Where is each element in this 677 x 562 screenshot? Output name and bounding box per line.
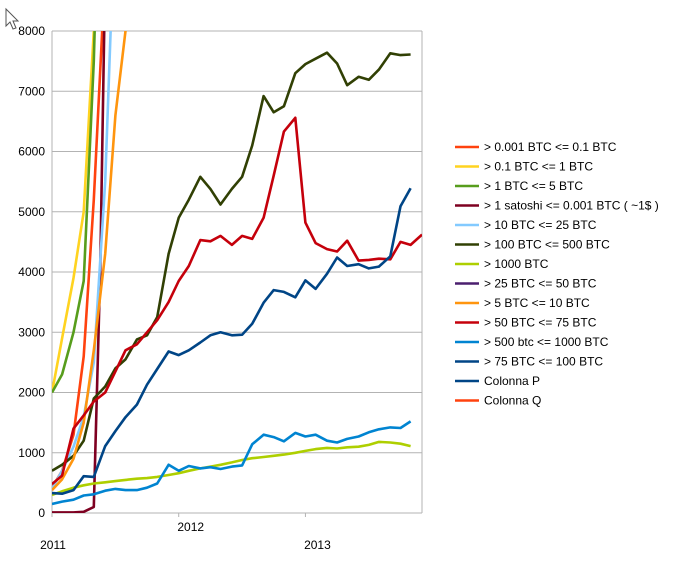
legend-entry-label: > 500 btc <= 1000 BTC xyxy=(484,335,609,349)
legend-entry-label: > 0.001 BTC <= 0.1 BTC xyxy=(484,140,617,154)
series-lines xyxy=(52,31,422,513)
legend-entry-label: > 5 BTC <= 10 BTC xyxy=(484,296,590,310)
legend-entry-label: > 75 BTC <= 100 BTC xyxy=(484,355,603,369)
mouse-pointer-icon xyxy=(5,7,20,30)
legend-entry-label: > 10 BTC <= 25 BTC xyxy=(484,218,597,232)
y-tick-label: 2000 xyxy=(18,386,45,400)
legend-entry-label: > 50 BTC <= 75 BTC xyxy=(484,316,597,330)
series-line xyxy=(52,51,411,472)
y-tick-label: 1000 xyxy=(18,446,45,460)
axes: 0 1000 2000 3000 4000 5000 6000 7000 8000 2011 201… xyxy=(18,24,423,552)
legend-entry-label: > 25 BTC <= 50 BTC xyxy=(484,277,597,291)
legend-entry-label: > 100 BTC <= 500 BTC xyxy=(484,238,610,252)
series-line xyxy=(52,187,412,496)
legend: > 0.001 BTC <= 0.1 BTC > 0.1 BTC <= 1 BTC… xyxy=(455,140,659,408)
series-line xyxy=(52,31,96,393)
y-tick-label: 0 xyxy=(38,506,45,520)
x-tick-label: 2012 xyxy=(177,520,204,534)
y-tick-label: 3000 xyxy=(18,325,45,339)
x-tick-label: 2013 xyxy=(304,538,331,552)
series-line xyxy=(52,440,411,497)
legend-entry-label: > 1 BTC <= 5 BTC xyxy=(484,179,583,193)
legend-entry-label: > 1000 BTC xyxy=(484,257,549,271)
series-line xyxy=(52,31,127,491)
legend-entry-label: Colonna P xyxy=(484,374,540,388)
x-tick-label: 2011 xyxy=(40,538,66,552)
series-line xyxy=(52,31,96,394)
y-tick-label: 5000 xyxy=(18,205,45,219)
y-tick-label: 4000 xyxy=(18,265,45,279)
y-tick-label: 6000 xyxy=(18,145,45,159)
legend-entry-label: > 0.1 BTC <= 1 BTC xyxy=(484,160,593,174)
series-line xyxy=(52,420,412,506)
legend-entry-label: > 1 satoshi <= 0.001 BTC ( ~1$ ) xyxy=(484,199,659,213)
y-tick-label: 7000 xyxy=(18,84,45,98)
series-line xyxy=(52,116,422,486)
legend-entry-label: Colonna Q xyxy=(484,394,541,408)
y-tick-label: 8000 xyxy=(18,24,45,38)
